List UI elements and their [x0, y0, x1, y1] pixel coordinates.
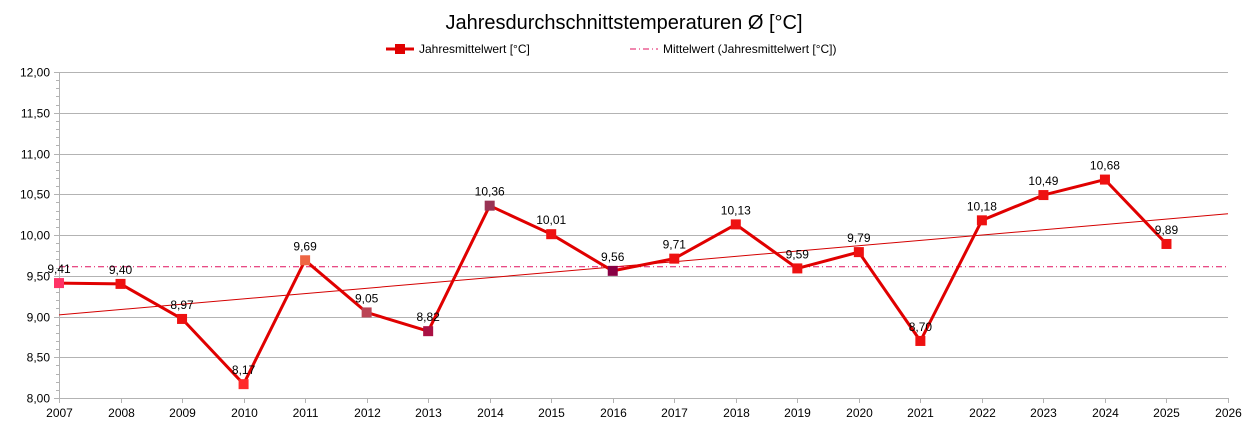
data-point [115, 278, 126, 289]
data-point [1038, 190, 1049, 201]
data-point [607, 265, 618, 276]
data-point [915, 335, 926, 346]
data-label: 10,13 [721, 203, 751, 217]
x-tick-label: 2024 [1092, 406, 1119, 420]
data-label: 10,01 [536, 213, 566, 227]
x-tick-label: 2023 [1030, 406, 1057, 420]
x-tick-label: 2007 [46, 406, 73, 420]
y-tick-label: 11,00 [21, 148, 50, 162]
data-label: 9,40 [109, 263, 133, 277]
y-tick-label: 12,00 [20, 66, 50, 80]
x-tick-label: 2010 [231, 406, 258, 420]
x-tick-label: 2026 [1215, 406, 1242, 420]
legend-label-series-1: Jahresmittelwert [°C] [419, 42, 530, 56]
data-point [423, 326, 434, 337]
chart-title: Jahresdurchschnittstemperaturen Ø [°C] [445, 12, 802, 34]
data-label: 9,56 [601, 250, 625, 264]
series-line [58, 178, 1168, 386]
data-label: 9,05 [355, 291, 379, 305]
x-tick-label: 2022 [969, 406, 996, 420]
data-label: 10,18 [967, 199, 997, 213]
data-point [853, 247, 864, 258]
data-point [546, 229, 557, 240]
x-tick-label: 2012 [354, 406, 381, 420]
x-tick-label: 2025 [1153, 406, 1180, 420]
tick-labels: 8,00 8,50 9,00 9,50 10,00 10,50 11,00 11,50 12,0… [20, 66, 1242, 421]
data-label: 9,69 [293, 239, 317, 253]
data-point [1161, 238, 1172, 249]
data-label: 9,59 [786, 247, 810, 261]
y-tick-label: 10,50 [20, 188, 50, 202]
x-tick-label: 2008 [108, 406, 135, 420]
x-tick-label: 2016 [600, 406, 627, 420]
y-tick-label: 11,50 [21, 107, 50, 121]
data-labels: 9,41 9,40 8,97 8,17 9,69 9,05 8,82 10,36 10,01 9,… [47, 159, 1178, 378]
data-label: 9,41 [47, 262, 71, 276]
y-tick-label: 8,00 [27, 392, 51, 406]
x-tick-label: 2019 [784, 406, 811, 420]
data-label: 9,89 [1155, 223, 1179, 237]
x-tick-label: 2021 [907, 406, 934, 420]
data-point [177, 313, 188, 324]
x-tick-label: 2020 [846, 406, 873, 420]
data-label: 8,17 [232, 363, 256, 377]
data-point [300, 255, 311, 266]
data-point [976, 215, 987, 226]
data-label: 10,36 [475, 185, 505, 199]
grid [59, 72, 1228, 399]
data-label: 8,82 [416, 310, 440, 324]
data-point [54, 278, 64, 289]
x-tick-label: 2009 [169, 406, 196, 420]
axes [54, 72, 1229, 403]
x-tick-label: 2013 [415, 406, 442, 420]
data-label: 9,71 [663, 238, 687, 252]
x-tick-label: 2011 [293, 406, 319, 420]
y-tick-label: 8,50 [27, 351, 51, 365]
x-tick-label: 2014 [477, 406, 504, 420]
y-tick-label: 9,50 [27, 270, 51, 284]
x-tick-label: 2015 [538, 406, 565, 420]
data-point [484, 200, 495, 211]
data-point [730, 219, 741, 230]
series-group [54, 174, 1172, 390]
data-point [238, 379, 249, 390]
data-label: 8,97 [170, 298, 194, 312]
data-point [792, 263, 803, 274]
x-tick-label: 2017 [661, 406, 688, 420]
legend-marker-series-1 [395, 44, 405, 54]
data-label: 9,79 [847, 231, 871, 245]
legend-label-mean: Mittelwert (Jahresmittelwert [°C]) [663, 42, 837, 56]
data-label: 8,70 [909, 320, 933, 334]
x-tick-label: 2018 [723, 406, 750, 420]
data-label: 10,49 [1028, 174, 1058, 188]
data-point [361, 307, 372, 318]
y-tick-label: 10,00 [20, 229, 50, 243]
data-point [669, 253, 680, 264]
data-label: 10,68 [1090, 159, 1120, 173]
y-tick-label: 9,00 [27, 311, 51, 325]
data-point [1099, 174, 1110, 185]
legend: Jahresmittelwert [°C] Mittelwert (Jahres… [386, 42, 837, 56]
